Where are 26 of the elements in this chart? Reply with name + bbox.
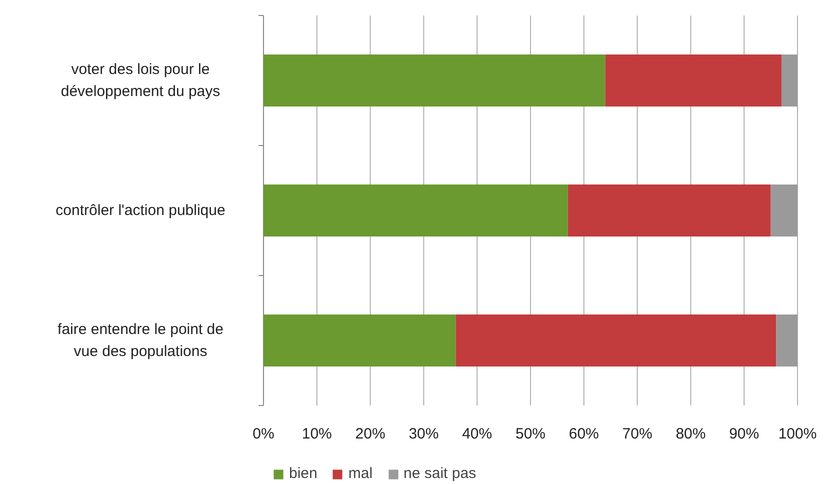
y-tick-label: voter des lois pour le développement du pays xyxy=(60,60,220,100)
bar xyxy=(264,54,606,106)
bar xyxy=(264,314,456,366)
x-tick-label: 60% xyxy=(568,426,599,442)
bar xyxy=(568,184,771,236)
x-tick-label: 80% xyxy=(676,426,706,442)
x-tick-label: 30% xyxy=(408,426,439,442)
x-tick-label: 90% xyxy=(729,426,760,442)
y-tick-label: contrôler l'action publique xyxy=(56,202,226,219)
bar xyxy=(781,54,798,106)
bar xyxy=(770,184,798,236)
legend-label: ne sait pas xyxy=(404,465,476,482)
legend-label: bien xyxy=(289,465,318,482)
x-tick-label: 40% xyxy=(462,426,492,442)
x-tick-label: 0% xyxy=(252,426,274,442)
bar xyxy=(605,54,782,106)
bar xyxy=(264,184,568,236)
x-tick-label: 70% xyxy=(622,426,652,442)
x-tick-label: 20% xyxy=(355,426,386,442)
x-tick-label: 10% xyxy=(302,426,332,442)
bar xyxy=(776,314,798,366)
x-tick-label: 100% xyxy=(778,426,817,442)
y-tick-label: faire entendre le point de vue des populations xyxy=(58,320,224,360)
x-tick-label: 50% xyxy=(515,426,546,442)
bar xyxy=(456,314,776,366)
legend-label: mal xyxy=(348,465,373,482)
